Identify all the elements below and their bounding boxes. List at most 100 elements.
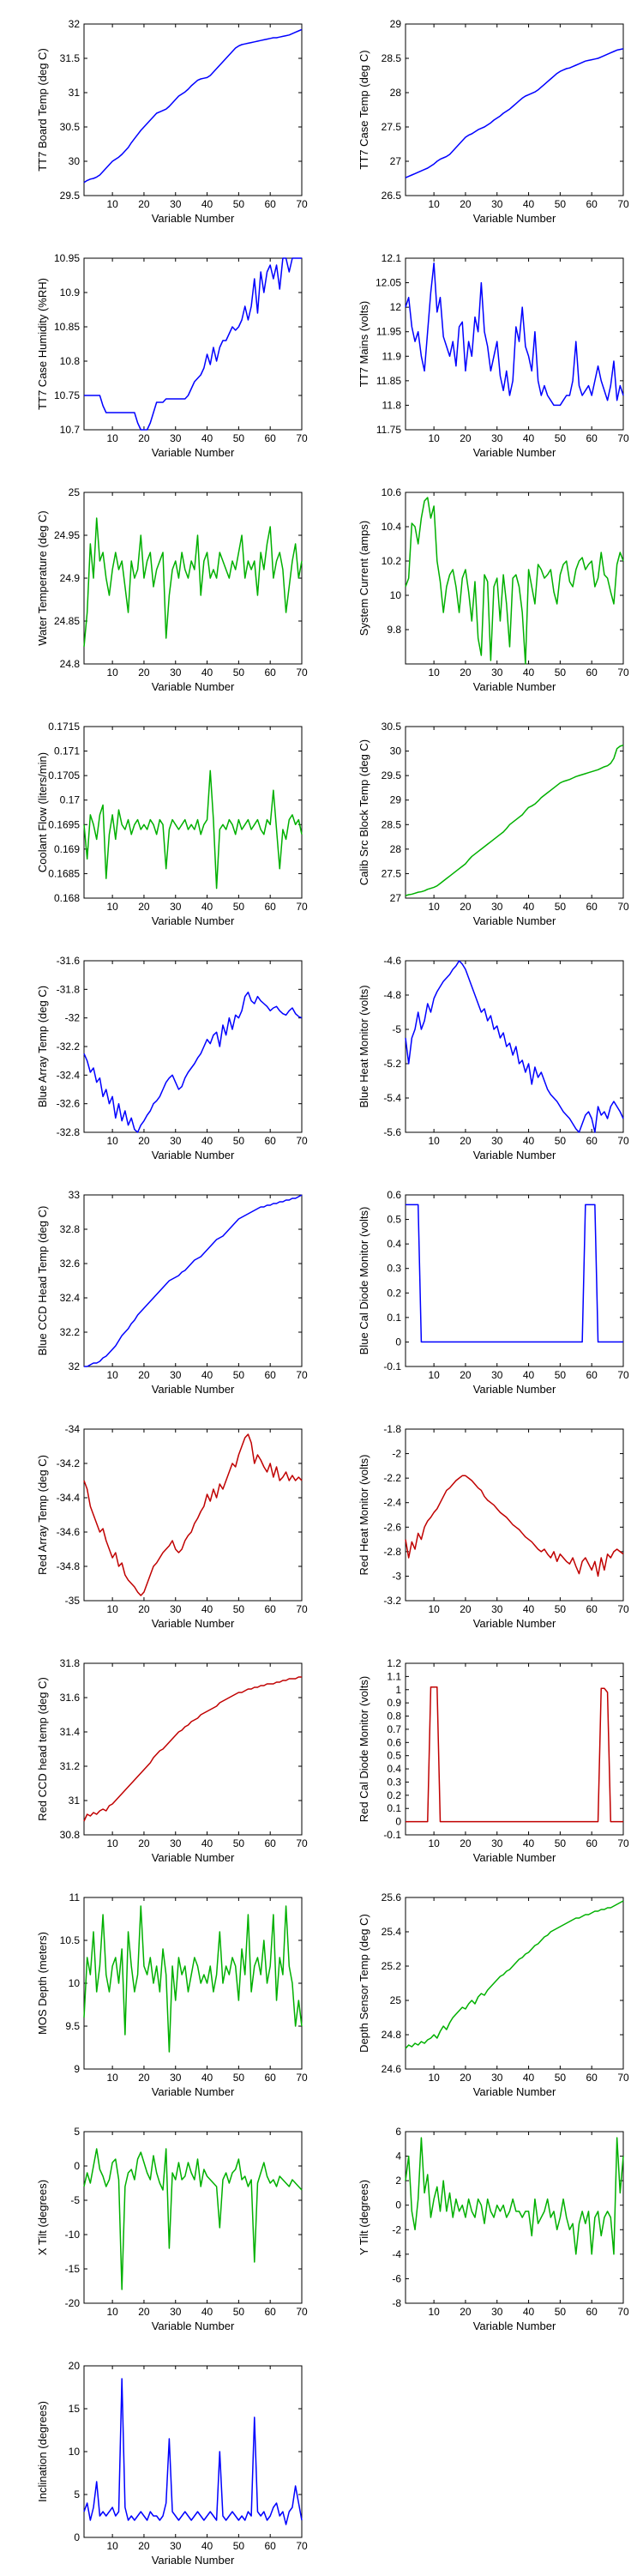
y-axis-title: Y Tilt (degrees) [358, 2180, 370, 2255]
x-tick-label: 60 [586, 1369, 598, 1381]
x-tick-label: 40 [523, 198, 535, 210]
series-line [83, 991, 303, 1133]
plot-frame [83, 1662, 303, 1836]
plot-frame [83, 1897, 303, 2070]
x-tick-label: 30 [170, 432, 182, 444]
x-tick-label: 70 [296, 1135, 308, 1147]
y-axis-title: X Tilt (degrees) [36, 2180, 49, 2255]
x-tick-label: 50 [555, 1369, 567, 1381]
x-tick-label: 70 [617, 1369, 629, 1381]
y-tick-label: 0.17 [60, 794, 81, 806]
x-tick-label: 50 [233, 1369, 245, 1381]
x-tick-label: 50 [233, 667, 245, 679]
y-tick-label: 0.3 [387, 1776, 401, 1788]
y-tick-label: 1.2 [387, 1657, 401, 1669]
x-axis-title: Variable Number [473, 1851, 556, 1864]
series-line [83, 1905, 303, 2053]
x-tick-label: 10 [106, 1135, 118, 1147]
x-tick-label: 50 [233, 198, 245, 210]
plot-frame [83, 492, 303, 665]
x-tick-label: 30 [491, 2306, 503, 2318]
y-tick-label: 32 [69, 1360, 81, 1372]
y-axis-title: Calib Src Block Temp (deg C) [358, 739, 370, 885]
y-tick-label: 31.6 [60, 1692, 81, 1704]
x-tick-label: 60 [586, 1135, 598, 1147]
x-tick-label: 30 [491, 1369, 503, 1381]
y-tick-label: 28.5 [382, 52, 402, 64]
line-chart: 10 20 30 40 50 60 70 9 9.5 10 10.5 11 Variable Numbe… [36, 1891, 308, 2098]
x-tick-label: 40 [201, 2306, 213, 2318]
series-line [83, 517, 303, 648]
line-chart: 10 20 30 40 50 60 70 24.6 24.8 25 25.2 25.4 25.6 Vari… [358, 1891, 629, 2098]
x-tick-label: 60 [265, 901, 277, 913]
line-chart: 10 20 30 40 50 60 70 0.168 0.1685 0.169 0.1695 0.17… [36, 721, 308, 927]
y-tick-label: 31.4 [60, 1726, 81, 1738]
x-tick-label: 20 [138, 1369, 150, 1381]
y-tick-label: 11.9 [382, 350, 402, 362]
x-tick-label: 70 [296, 2072, 308, 2084]
x-tick-label: 10 [428, 1603, 440, 1615]
y-tick-label: 0.2 [387, 1287, 401, 1299]
x-tick-label: 30 [170, 1369, 182, 1381]
x-tick-label: 60 [265, 432, 277, 444]
x-tick-label: 20 [138, 1135, 150, 1147]
y-tick-label: 30.5 [60, 121, 81, 133]
x-tick-label: 70 [617, 1603, 629, 1615]
y-tick-label: 0.3 [387, 1263, 401, 1275]
x-tick-label: 60 [586, 432, 598, 444]
y-tick-label: -34.8 [57, 1560, 81, 1572]
x-tick-label: 20 [460, 901, 472, 913]
y-tick-label: -8 [392, 2297, 401, 2309]
y-tick-label: -10 [65, 2229, 81, 2241]
x-tick-label: 70 [617, 901, 629, 913]
x-tick-label: 10 [428, 432, 440, 444]
x-tick-label: 10 [106, 2306, 118, 2318]
series-line [84, 1194, 303, 1367]
chart-panel: 10 20 30 40 50 60 70 9.8 10 10.2 10.4 10.6 Variable … [322, 468, 643, 703]
x-tick-label: 20 [138, 2540, 150, 2552]
y-tick-label: 10.75 [54, 389, 80, 401]
line-chart: 10 20 30 40 50 60 70 -8 -6 -4 -2 0 2 4 6 Variable Numbe… [358, 2126, 629, 2332]
y-tick-label: -1.8 [383, 1423, 401, 1435]
y-tick-label: 10 [390, 589, 402, 601]
y-tick-label: 0.2 [387, 1789, 401, 1801]
x-tick-label: 30 [491, 1837, 503, 1849]
y-tick-label: 30 [69, 155, 81, 167]
x-tick-label: 30 [491, 432, 503, 444]
plot-frame [405, 492, 624, 665]
y-tick-label: 9.8 [387, 624, 401, 636]
x-tick-label: 20 [460, 1135, 472, 1147]
line-chart: 10 20 30 40 50 60 70 -3.2 -3 -2.8 -2.6 -2.4 -2.2 -2 -1… [358, 1423, 629, 1630]
y-tick-label: 12 [390, 301, 402, 313]
x-tick-label: 20 [138, 1837, 150, 1849]
line-chart: 10 20 30 40 50 60 70 -0.1 0 0.1 0.2 0.3 0.4 0.5 0.6 Var… [358, 1189, 629, 1396]
x-tick-label: 60 [265, 2540, 277, 2552]
plot-frame [83, 726, 303, 899]
x-tick-label: 40 [523, 1135, 535, 1147]
series-line [405, 2137, 624, 2255]
x-axis-title: Variable Number [152, 2554, 235, 2567]
y-tick-label: 24.95 [54, 529, 80, 541]
y-axis-title: Blue CCD Head Temp (deg C) [36, 1206, 49, 1356]
y-tick-label: 0.5 [387, 1750, 401, 1762]
y-tick-label: 27 [390, 892, 402, 904]
y-tick-label: -2.6 [383, 1521, 401, 1533]
y-tick-label: 32 [69, 18, 81, 30]
y-tick-label: -0.1 [383, 1829, 401, 1841]
x-axis-title: Variable Number [473, 914, 556, 927]
plot-frame [405, 1897, 624, 2070]
x-tick-label: 20 [460, 1369, 472, 1381]
x-tick-label: 70 [296, 1837, 308, 1849]
x-tick-label: 70 [617, 1135, 629, 1147]
y-tick-label: -32.4 [57, 1069, 81, 1081]
y-tick-label: -32.2 [57, 1041, 81, 1053]
x-axis-title: Variable Number [152, 680, 235, 693]
x-tick-label: 50 [555, 901, 567, 913]
chart-panel: 10 20 30 40 50 60 70 11.75 11.8 11.85 11.9 11.95 12 1… [322, 234, 643, 468]
series-line [405, 1900, 624, 2049]
y-tick-label: 0.1715 [48, 721, 80, 733]
chart-panel: 10 20 30 40 50 60 70 -5.6 -5.4 -5.2 -5 -4.8 -4.6 Vari… [322, 937, 643, 1171]
y-tick-label: 6 [395, 2126, 401, 2138]
y-tick-label: 0.1 [387, 1312, 401, 1324]
